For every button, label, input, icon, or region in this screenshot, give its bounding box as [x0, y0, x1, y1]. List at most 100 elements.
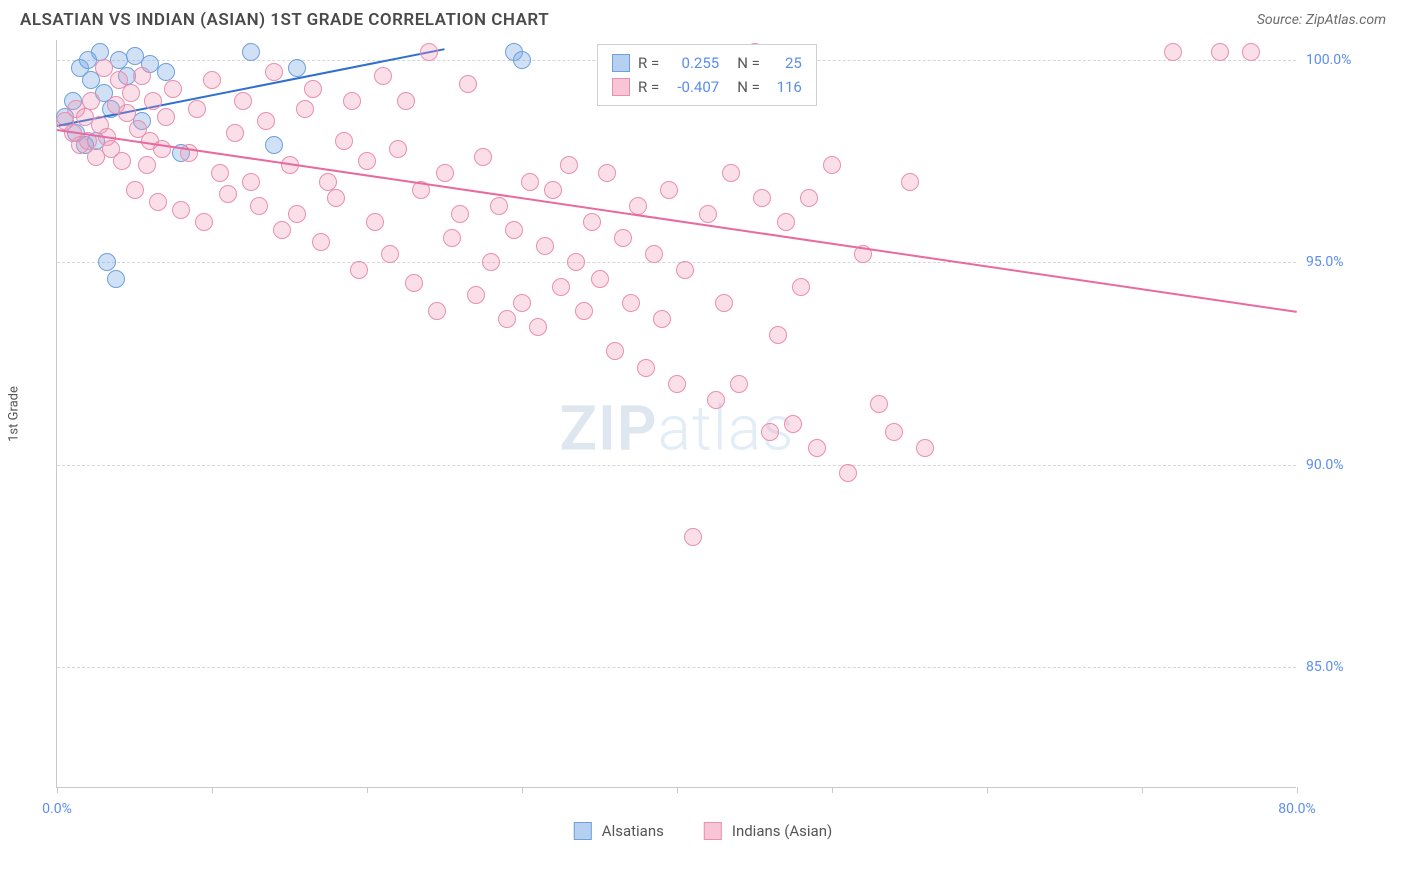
- data-point: [242, 173, 260, 191]
- legend-item: Alsatians: [574, 822, 664, 840]
- data-point: [1164, 43, 1182, 61]
- data-point: [467, 286, 485, 304]
- data-point: [164, 80, 182, 98]
- data-point: [273, 221, 291, 239]
- data-point: [761, 423, 779, 441]
- data-point: [521, 173, 539, 191]
- series-legend: Alsatians Indians (Asian): [574, 822, 832, 840]
- data-point: [250, 197, 268, 215]
- plot-area: 85.0%90.0%95.0%100.0%0.0%80.0%ZIPatlasR …: [56, 40, 1296, 788]
- data-point: [343, 92, 361, 110]
- x-tick: [1297, 787, 1298, 793]
- data-point: [188, 100, 206, 118]
- data-point: [792, 278, 810, 296]
- data-point: [98, 253, 116, 271]
- data-point: [226, 124, 244, 142]
- data-point: [118, 104, 136, 122]
- x-tick: [677, 787, 678, 793]
- data-point: [777, 213, 795, 231]
- data-point: [637, 359, 655, 377]
- data-point: [753, 189, 771, 207]
- legend-label: Alsatians: [602, 822, 664, 840]
- data-point: [784, 415, 802, 433]
- data-point: [172, 201, 190, 219]
- data-point: [242, 43, 260, 61]
- x-tick: [522, 787, 523, 793]
- data-point: [730, 375, 748, 393]
- gridline: [57, 465, 1296, 466]
- data-point: [808, 439, 826, 457]
- data-point: [916, 439, 934, 457]
- data-point: [575, 302, 593, 320]
- data-point: [591, 270, 609, 288]
- r-value: -0.407: [667, 75, 719, 99]
- data-point: [544, 181, 562, 199]
- data-point: [211, 164, 229, 182]
- data-point: [149, 193, 167, 211]
- data-point: [195, 213, 213, 231]
- data-point: [598, 164, 616, 182]
- data-point: [95, 59, 113, 77]
- data-point: [389, 140, 407, 158]
- x-tick: [212, 787, 213, 793]
- data-point: [82, 92, 100, 110]
- data-point: [265, 63, 283, 81]
- data-point: [823, 156, 841, 174]
- data-point: [490, 197, 508, 215]
- data-point: [513, 51, 531, 69]
- legend-swatch: [574, 822, 592, 840]
- correlation-legend: R =0.255N =25R =-0.407N =116: [597, 44, 817, 106]
- x-tick: [832, 787, 833, 793]
- data-point: [482, 253, 500, 271]
- data-point: [901, 173, 919, 191]
- legend-swatch: [612, 54, 630, 72]
- data-point: [126, 181, 144, 199]
- data-point: [536, 237, 554, 255]
- chart-area: 1st Grade 85.0%90.0%95.0%100.0%0.0%80.0%…: [20, 40, 1386, 838]
- data-point: [622, 294, 640, 312]
- x-tick: [987, 787, 988, 793]
- data-point: [288, 59, 306, 77]
- gridline: [57, 262, 1296, 263]
- data-point: [350, 261, 368, 279]
- data-point: [138, 156, 156, 174]
- data-point: [513, 294, 531, 312]
- y-tick-label: 95.0%: [1306, 254, 1366, 270]
- data-point: [91, 43, 109, 61]
- data-point: [436, 164, 454, 182]
- data-point: [800, 189, 818, 207]
- legend-row: R =0.255N =25: [612, 51, 802, 75]
- data-point: [684, 528, 702, 546]
- legend-item: Indians (Asian): [704, 822, 832, 840]
- data-point: [552, 278, 570, 296]
- data-point: [885, 423, 903, 441]
- x-tick: [57, 787, 58, 793]
- data-point: [839, 464, 857, 482]
- data-point: [327, 189, 345, 207]
- data-point: [288, 205, 306, 223]
- data-point: [257, 112, 275, 130]
- data-point: [668, 375, 686, 393]
- data-point: [769, 326, 787, 344]
- gridline: [57, 667, 1296, 668]
- r-value: 0.255: [667, 51, 719, 75]
- n-label: N =: [737, 51, 760, 75]
- data-point: [144, 92, 162, 110]
- data-point: [312, 233, 330, 251]
- data-point: [219, 185, 237, 203]
- data-point: [606, 342, 624, 360]
- data-point: [505, 221, 523, 239]
- data-point: [715, 294, 733, 312]
- x-tick: [367, 787, 368, 793]
- data-point: [304, 80, 322, 98]
- data-point: [296, 100, 314, 118]
- data-point: [443, 229, 461, 247]
- data-point: [374, 67, 392, 85]
- n-label: N =: [737, 75, 760, 99]
- data-point: [234, 92, 252, 110]
- data-point: [645, 245, 663, 263]
- data-point: [451, 205, 469, 223]
- data-point: [1211, 43, 1229, 61]
- x-tick: [1142, 787, 1143, 793]
- y-tick-label: 90.0%: [1306, 457, 1366, 473]
